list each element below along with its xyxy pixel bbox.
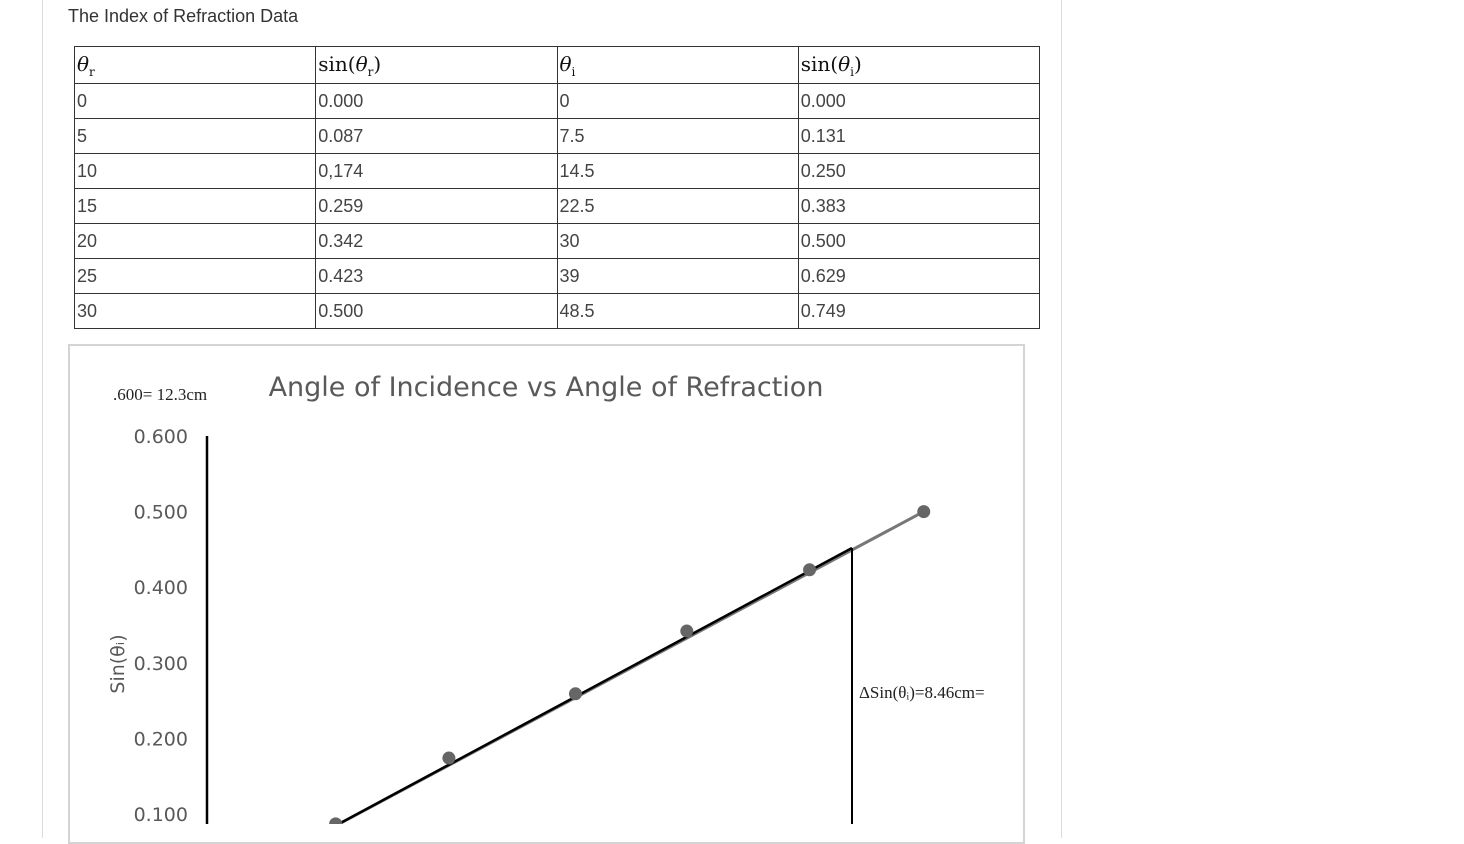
data-point [680, 624, 694, 638]
chart-delta-note: ΔSin(θᵢ)=8.46cm= [859, 683, 985, 702]
trendline-extension [335, 510, 925, 824]
table-cell: 25 [73, 258, 317, 294]
chart-top-note: .600= 12.3cm [113, 385, 207, 404]
table-cell: 0.000 [797, 83, 1041, 119]
chart-marks [329, 505, 931, 824]
data-point [329, 817, 343, 824]
table-cell: 0.250 [797, 153, 1041, 189]
table-row: 15 0.259 22.5 0.383 [73, 188, 1041, 224]
trendline [335, 546, 853, 824]
table-cell: 0.259 [315, 188, 558, 224]
chart-title: Angle of Incidence vs Angle of Refractio… [269, 372, 824, 403]
table-row: 25 0.423 39 0.629 [73, 258, 1041, 294]
table-row: 20 0.342 30 0.500 [73, 223, 1041, 259]
y-tick-label: 0.400 [134, 577, 188, 599]
page-heading: The Index of Refraction Data [68, 6, 299, 26]
chart-frame [68, 344, 1025, 844]
data-point [917, 505, 931, 519]
y-tick-label: 0.100 [134, 804, 188, 824]
header-theta-i: θi [556, 46, 799, 84]
data-point [568, 687, 582, 701]
refraction-data-table: θr sin(θr) θi sin(θi) 0 0.000 0 0.000 5 0.08… [73, 46, 1041, 329]
table-cell: 15 [73, 188, 317, 224]
y-tick-label: 0.200 [134, 728, 188, 750]
data-point [803, 563, 817, 577]
table-cell: 39 [556, 258, 799, 294]
y-tick-label: 0.300 [134, 653, 188, 675]
y-tick-label: 0.600 [134, 426, 188, 448]
table-cell: 30 [73, 293, 317, 329]
y-tick-labels: 0.100 0.200 0.300 0.400 0.500 0.600 [134, 426, 188, 824]
table-cell: 0.500 [797, 223, 1041, 259]
table-cell: 0.342 [315, 223, 558, 259]
header-theta-r: θr [73, 46, 317, 84]
table-cell: 0.383 [797, 188, 1041, 224]
table-cell: 48.5 [556, 293, 799, 329]
table-cell: 22.5 [556, 188, 799, 224]
table-cell: 30 [556, 223, 799, 259]
table-cell: 0.000 [315, 83, 558, 119]
y-axis-label: Sin(θᵢ) [107, 634, 129, 693]
table-cell: 0.500 [315, 293, 558, 329]
table-row: 30 0.500 48.5 0.749 [73, 293, 1041, 329]
chart: .600= 12.3cm Angle of Incidence vs Angle… [107, 372, 985, 824]
table-cell: 7.5 [556, 118, 799, 154]
data-point [442, 751, 456, 765]
table-cell: 0.749 [797, 293, 1041, 329]
y-tick-label: 0.500 [134, 502, 188, 524]
